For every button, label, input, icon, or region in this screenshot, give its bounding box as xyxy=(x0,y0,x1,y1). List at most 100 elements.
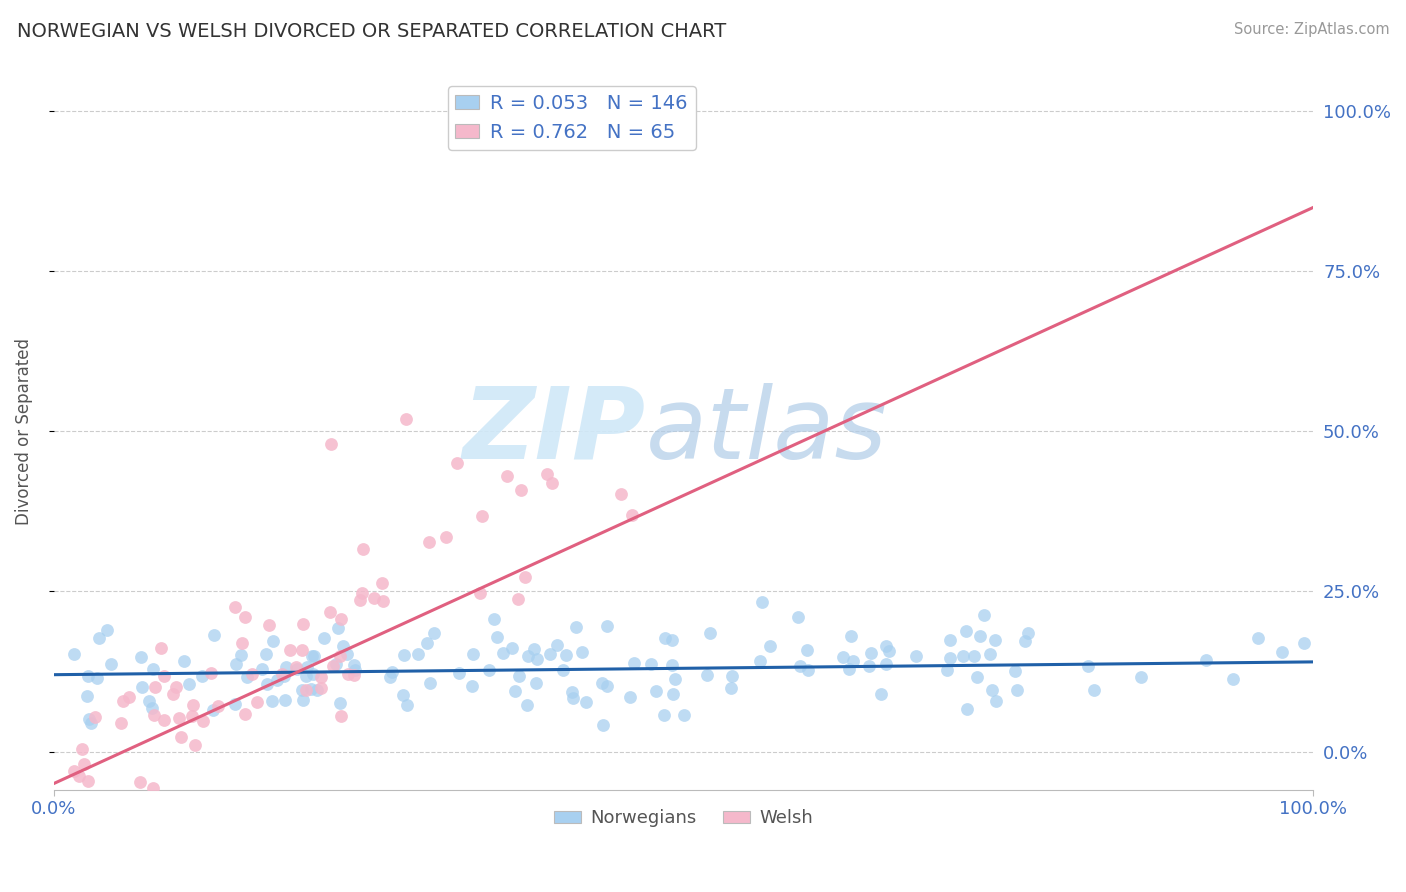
Point xyxy=(672,707,695,722)
Point xyxy=(392,648,415,662)
Point xyxy=(875,640,897,654)
Point xyxy=(1014,633,1036,648)
Point xyxy=(969,629,991,643)
Point xyxy=(309,670,332,684)
Point xyxy=(181,698,204,712)
Text: Source: ZipAtlas.com: Source: ZipAtlas.com xyxy=(1233,22,1389,37)
Point xyxy=(540,475,562,490)
Point xyxy=(225,657,247,671)
Point xyxy=(77,712,100,726)
Point xyxy=(508,669,530,683)
Point xyxy=(169,730,191,744)
Point xyxy=(796,642,818,657)
Point xyxy=(938,632,960,647)
Point xyxy=(301,649,323,664)
Point xyxy=(96,624,118,638)
Point xyxy=(869,687,891,701)
Point xyxy=(575,695,598,709)
Point xyxy=(256,677,278,691)
Point xyxy=(100,657,122,671)
Point xyxy=(302,649,325,664)
Point xyxy=(1005,682,1028,697)
Point xyxy=(207,698,229,713)
Point xyxy=(191,714,214,729)
Point xyxy=(322,658,344,673)
Point xyxy=(153,713,176,727)
Point xyxy=(1077,659,1099,673)
Point xyxy=(257,618,280,632)
Point xyxy=(517,649,540,664)
Point xyxy=(621,508,644,522)
Point xyxy=(143,680,166,694)
Point xyxy=(423,626,446,640)
Point xyxy=(191,669,214,683)
Point xyxy=(859,646,882,660)
Point xyxy=(378,670,401,684)
Point xyxy=(138,694,160,708)
Point xyxy=(644,684,666,698)
Point xyxy=(179,677,201,691)
Point xyxy=(555,648,578,662)
Point xyxy=(446,457,468,471)
Point xyxy=(330,708,353,723)
Point xyxy=(984,632,1007,647)
Point xyxy=(153,669,176,683)
Point xyxy=(110,715,132,730)
Point xyxy=(200,665,222,680)
Point xyxy=(661,632,683,647)
Point xyxy=(661,687,683,701)
Point xyxy=(696,668,718,682)
Point xyxy=(470,586,492,600)
Point xyxy=(336,647,359,661)
Point xyxy=(842,654,865,668)
Point xyxy=(142,663,165,677)
Point xyxy=(1004,664,1026,678)
Point xyxy=(449,666,471,681)
Point xyxy=(956,702,979,716)
Point xyxy=(299,681,322,696)
Point xyxy=(266,673,288,687)
Point xyxy=(201,703,224,717)
Point xyxy=(434,531,457,545)
Point xyxy=(416,636,439,650)
Point xyxy=(254,647,277,661)
Point xyxy=(343,667,366,681)
Point xyxy=(141,701,163,715)
Point xyxy=(1292,635,1315,649)
Point xyxy=(526,652,548,666)
Point xyxy=(661,657,683,672)
Point xyxy=(337,667,360,681)
Point xyxy=(352,542,374,557)
Point xyxy=(501,641,523,656)
Point xyxy=(80,715,103,730)
Point xyxy=(292,693,315,707)
Point xyxy=(1222,672,1244,686)
Point xyxy=(162,687,184,701)
Point xyxy=(330,611,353,625)
Point xyxy=(551,663,574,677)
Point xyxy=(246,695,269,709)
Point xyxy=(67,769,90,783)
Point xyxy=(478,663,501,677)
Point xyxy=(536,467,558,481)
Point xyxy=(395,411,418,425)
Point xyxy=(291,683,314,698)
Point xyxy=(486,630,509,644)
Point xyxy=(877,643,900,657)
Point xyxy=(904,648,927,663)
Point xyxy=(546,639,568,653)
Point xyxy=(832,649,855,664)
Point xyxy=(111,693,134,707)
Point xyxy=(370,576,392,591)
Point xyxy=(302,667,325,681)
Point xyxy=(328,648,350,663)
Point xyxy=(295,659,318,673)
Point xyxy=(939,651,962,665)
Point xyxy=(966,670,988,684)
Point xyxy=(129,649,152,664)
Point xyxy=(797,664,820,678)
Point xyxy=(979,647,1001,661)
Point xyxy=(184,738,207,752)
Point xyxy=(118,690,141,705)
Text: NORWEGIAN VS WELSH DIVORCED OR SEPARATED CORRELATION CHART: NORWEGIAN VS WELSH DIVORCED OR SEPARATED… xyxy=(17,22,725,41)
